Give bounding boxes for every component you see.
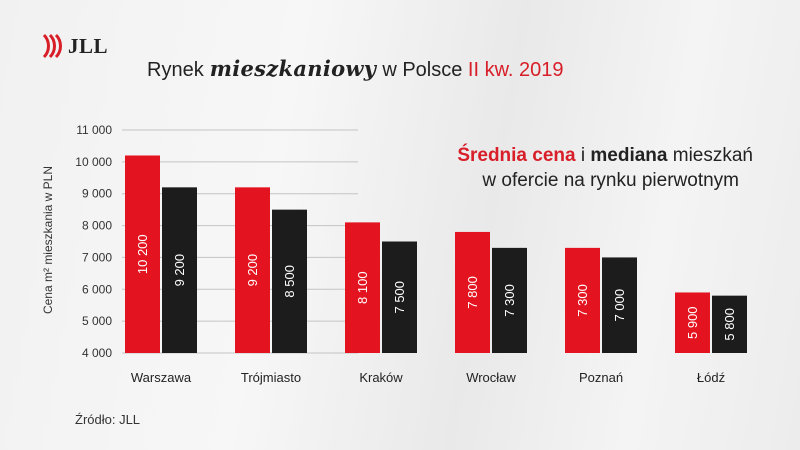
- y-tick-label: 7 000: [82, 250, 112, 264]
- page-title: Rynek mieszkaniowy w Polsce II kw. 2019: [147, 56, 564, 82]
- bar-value-label: 10 200: [135, 234, 150, 274]
- bar-value-label: 9 200: [172, 254, 187, 287]
- bar: [235, 187, 270, 353]
- subtitle-line2: w ofercie na rynku pierwotnym: [482, 170, 739, 191]
- y-tick-label: 10 000: [75, 155, 112, 169]
- title-part1: Rynek: [147, 59, 204, 81]
- y-tick-label: 9 000: [82, 187, 112, 201]
- y-axis-label: Cena m² mieszkania w PLN: [41, 166, 55, 314]
- y-tick-label: 4 000: [82, 346, 112, 360]
- bar-value-label: 7 800: [465, 276, 480, 309]
- bars: [125, 155, 747, 353]
- bar: [675, 292, 710, 353]
- bar: [455, 231, 490, 353]
- title-period: II kw. 2019: [467, 59, 564, 81]
- x-category-label: Łódź: [697, 370, 725, 385]
- bar: [125, 155, 160, 353]
- chart-subtitle: Średnia cena i mediana mieszkań w oferci…: [457, 143, 753, 193]
- bar-value-label: 9 200: [245, 254, 260, 287]
- subtitle-mid: i: [575, 145, 591, 166]
- title-part2: w Polsce: [382, 59, 463, 81]
- bar-value-label: 8 500: [282, 265, 297, 298]
- y-tick-label: 8 000: [82, 219, 112, 233]
- x-category-label: Kraków: [359, 370, 403, 385]
- bar-value-label: 5 800: [722, 308, 737, 341]
- x-category-label: Poznań: [579, 370, 623, 385]
- jll-logo-mark-icon: [42, 33, 62, 59]
- subtitle-red: Średnia cena: [457, 145, 576, 166]
- bar-value-label: 7 500: [392, 281, 407, 314]
- bar: [345, 222, 380, 353]
- bar: [602, 257, 637, 353]
- y-tick-label: 5 000: [82, 314, 112, 328]
- x-category-label: Trójmiasto: [241, 370, 301, 385]
- subtitle-bold: mediana: [590, 145, 668, 166]
- x-category-label: Wrocław: [466, 370, 516, 385]
- bar-value-label: 7 300: [502, 284, 517, 317]
- y-tick-label: 11 000: [76, 123, 112, 137]
- bar: [162, 187, 197, 353]
- x-category-label: Warszawa: [131, 370, 192, 385]
- bar-value-label: 8 100: [355, 271, 370, 304]
- bar: [492, 247, 527, 353]
- labels: 4 000 5 000 6 000 7 000 8 000 9 000 10 000 11 0…: [75, 123, 737, 385]
- y-tick-label: 6 000: [82, 282, 112, 296]
- subtitle-rest: mieszkań: [667, 145, 753, 166]
- bar: [272, 209, 307, 353]
- bar: [565, 247, 600, 353]
- jll-logo: JLL: [40, 33, 108, 59]
- bar: [712, 295, 747, 353]
- bar-value-label: 7 000: [612, 289, 627, 322]
- title-script-word: mieszkaniowy: [209, 56, 377, 81]
- logo-text: JLL: [68, 33, 109, 58]
- source-note: Źródło: JLL: [75, 412, 141, 427]
- bar-value-label: 7 300: [575, 284, 590, 317]
- bar-value-label: 5 900: [685, 306, 700, 339]
- bar: [382, 241, 417, 353]
